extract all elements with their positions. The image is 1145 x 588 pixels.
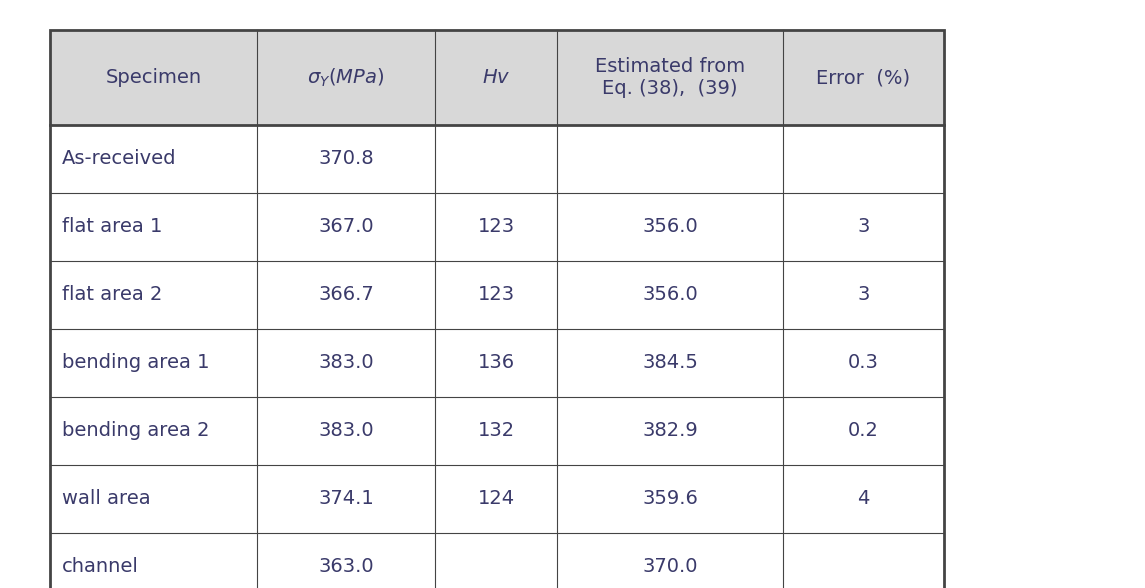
Text: 136: 136 <box>477 353 514 373</box>
Text: $\sigma_Y(MPa)$: $\sigma_Y(MPa)$ <box>307 66 385 89</box>
Text: 3: 3 <box>858 218 870 236</box>
Bar <box>50 125 943 588</box>
Text: 363.0: 363.0 <box>318 557 373 576</box>
Text: 366.7: 366.7 <box>318 286 374 305</box>
Text: Estimated from
Eq. (38),  (39): Estimated from Eq. (38), (39) <box>595 57 745 98</box>
Text: $Hv$: $Hv$ <box>482 68 511 87</box>
Text: 124: 124 <box>477 489 514 509</box>
Text: 367.0: 367.0 <box>318 218 373 236</box>
Text: flat area 2: flat area 2 <box>62 286 163 305</box>
Text: 4: 4 <box>858 489 870 509</box>
Text: 356.0: 356.0 <box>642 218 697 236</box>
Text: 383.0: 383.0 <box>318 353 373 373</box>
Text: 356.0: 356.0 <box>642 286 697 305</box>
Text: 382.9: 382.9 <box>642 422 697 440</box>
Text: 359.6: 359.6 <box>642 489 698 509</box>
Text: bending area 1: bending area 1 <box>62 353 210 373</box>
Text: 370.8: 370.8 <box>318 149 373 169</box>
Text: 123: 123 <box>477 218 514 236</box>
Bar <box>50 30 943 125</box>
Text: channel: channel <box>62 557 139 576</box>
Text: 384.5: 384.5 <box>642 353 698 373</box>
Text: 383.0: 383.0 <box>318 422 373 440</box>
Text: 0.3: 0.3 <box>848 353 879 373</box>
Text: 123: 123 <box>477 286 514 305</box>
Text: As-received: As-received <box>62 149 176 169</box>
Text: 0.2: 0.2 <box>848 422 879 440</box>
Text: Specimen: Specimen <box>105 68 202 87</box>
Text: Error  (%): Error (%) <box>816 68 910 87</box>
Text: 3: 3 <box>858 286 870 305</box>
Bar <box>50 30 943 588</box>
Text: 374.1: 374.1 <box>318 489 374 509</box>
Text: bending area 2: bending area 2 <box>62 422 210 440</box>
Text: flat area 1: flat area 1 <box>62 218 163 236</box>
Text: wall area: wall area <box>62 489 151 509</box>
Text: 370.0: 370.0 <box>642 557 697 576</box>
Text: 132: 132 <box>477 422 514 440</box>
